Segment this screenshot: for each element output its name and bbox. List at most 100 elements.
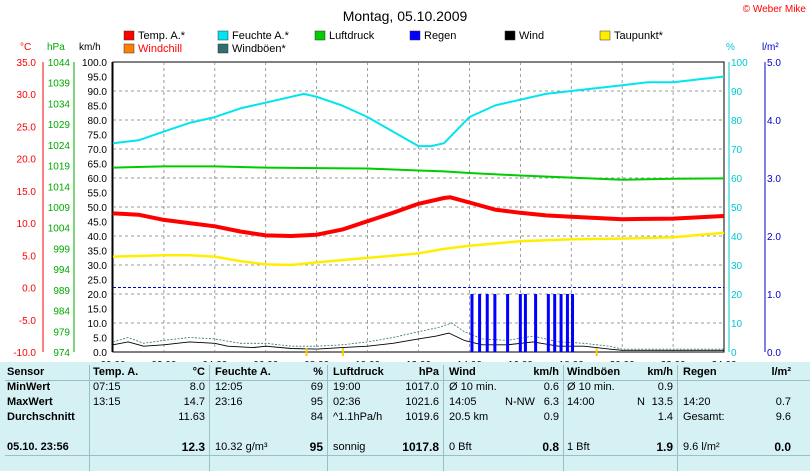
wind-max-value: 6.3 xyxy=(543,396,559,408)
chart-series xyxy=(112,75,725,352)
wind-unit: km/h xyxy=(533,366,559,378)
humidity-tick-label: 20 xyxy=(731,290,743,301)
pressure-axis-label: hPa xyxy=(47,42,65,53)
axis-lines xyxy=(42,62,766,352)
legend-label-2: Luftdruck xyxy=(329,30,375,42)
pressure-tick-label: 994 xyxy=(53,265,70,276)
time-markers: 11:2407:3609:0219:0119:02 xyxy=(305,348,598,356)
wind-max-direction: N-NW xyxy=(505,396,535,408)
humidity-avg-value: 84 xyxy=(310,411,323,423)
stats-col-sensor: Sensor MinWert MaxWert Durchschnitt 05.1… xyxy=(7,365,89,471)
rain-tick-label: 4.0 xyxy=(767,116,781,127)
stats-col-temp: Temp. A. °C 07:15 8.0 13:15 14.7 11.63 12.3 xyxy=(93,365,209,471)
series-taupunkt- xyxy=(112,231,725,267)
rain-bar xyxy=(565,294,569,352)
wind-avg-value: 0.9 xyxy=(543,411,559,423)
wind-distance: 20.5 km xyxy=(449,411,489,423)
rain-bar xyxy=(493,294,497,352)
temp-tick-label: 30.0 xyxy=(17,90,37,101)
pressure-tick-label: 984 xyxy=(53,307,70,318)
legend-label-5: Taupunkt* xyxy=(614,30,664,42)
temp-unit: °C xyxy=(192,366,205,378)
legend-label-4: Wind xyxy=(519,30,544,42)
rain-bar xyxy=(518,294,522,352)
series-wind xyxy=(112,332,724,351)
temp-tick-label: 15.0 xyxy=(17,187,37,198)
humidity-head: Feuchte A. xyxy=(215,366,271,378)
wind-tick-label: 25.0 xyxy=(88,276,108,287)
humidity-current-value: 95 xyxy=(309,440,323,454)
pressure-tick-label: 1029 xyxy=(48,120,71,131)
time-tick-label: 00:00 xyxy=(100,360,125,362)
rain-tick-label: 5.0 xyxy=(767,58,781,69)
temp-tick-label: 25.0 xyxy=(17,122,37,133)
time-tick-label: 04:00 xyxy=(202,360,227,362)
rain-max-time: 14:20 xyxy=(683,396,711,408)
rain-tick-label: 0.0 xyxy=(767,348,781,359)
rain-total-label: Gesamt: xyxy=(683,411,725,423)
wind-tick-label: 100.0 xyxy=(82,58,107,69)
wind-tick-label: 85.0 xyxy=(88,102,108,113)
temp-tick-label: 35.0 xyxy=(17,58,37,69)
humidity-tick-label: 60 xyxy=(731,174,743,185)
stats-current-label: 05.10. 23:56 xyxy=(7,441,69,453)
pressure-min-value: 1017.0 xyxy=(405,381,439,393)
stats-col-humidity: Feuchte A.% 12:05 69 23:16 95 84 10.32 g/m… xyxy=(215,365,327,471)
pressure-unit: hPa xyxy=(418,366,439,378)
pressure-min-time: 19:00 xyxy=(333,381,361,393)
rain-bar xyxy=(553,294,557,352)
time-tick-label: 12:00 xyxy=(406,360,431,362)
humidity-tick-label: 100 xyxy=(731,58,748,69)
pressure-forecast: sonnig xyxy=(333,441,366,453)
pressure-tick-label: 1024 xyxy=(48,141,71,152)
humidity-tick-label: 10 xyxy=(731,319,743,330)
weather-chart: Montag, 05.10.2009 © Weber Mike Temp. A.… xyxy=(13,4,806,362)
axis-ticks: 35.0 30.0 25.0 20.0 15.0 10.0 5.0 0.0 -5.0 -10.0 1… xyxy=(13,58,781,362)
legend-swatch-3 xyxy=(409,30,421,41)
stats-col-gusts: Windböen km/h Ø 10 min. 0.9 14:00 N 13.5 1.4… xyxy=(567,365,677,471)
temp-head: Temp. A. xyxy=(93,366,139,378)
legend-label-7: Windböen* xyxy=(232,43,287,55)
temp-tick-label: 0.0 xyxy=(22,284,36,295)
time-tick-label: 10:00 xyxy=(355,360,380,362)
temp-axis-label: °C xyxy=(20,42,31,53)
pressure-max-value: 1021.6 xyxy=(405,396,439,408)
series-luftdruck xyxy=(112,165,725,181)
temp-current-value: 12.3 xyxy=(181,440,205,454)
temp-tick-label: 10.0 xyxy=(17,219,37,230)
gusts-current-value: 1.9 xyxy=(656,440,673,454)
time-tick-label: 06:00 xyxy=(253,360,278,362)
humidity-tick-label: 40 xyxy=(731,232,743,243)
time-tick-label: 14:00 xyxy=(457,360,482,362)
wind-avg10-label: Ø 10 min. xyxy=(449,381,497,393)
rain-bar xyxy=(470,294,474,352)
wind-tick-label: 90.0 xyxy=(88,87,108,98)
rain-bar xyxy=(485,294,489,352)
humidity-tick-label: 80 xyxy=(731,116,743,127)
temp-avg-value: 11.63 xyxy=(178,411,205,423)
gusts-max-time: 14:00 xyxy=(567,396,595,408)
pressure-tick-label: 1014 xyxy=(48,182,71,193)
time-tick-label: 20:00 xyxy=(610,360,635,362)
wind-tick-label: 55.0 xyxy=(88,189,108,200)
time-tick-label: 22:00 xyxy=(661,360,686,362)
pressure-tick-label: 1039 xyxy=(48,79,71,90)
wind-current-value: 0.8 xyxy=(542,440,559,454)
pressure-avg-value: 1019.6 xyxy=(405,411,439,423)
wind-tick-label: 60.0 xyxy=(88,174,108,185)
rain-total-value: 9.6 xyxy=(775,411,791,423)
wind-max-time: 14:05 xyxy=(449,396,477,408)
temp-max-value: 14.7 xyxy=(183,396,205,408)
wind-tick-label: 5.0 xyxy=(93,334,107,345)
temp-min-time: 07:15 xyxy=(93,381,121,393)
wind-tick-label: 70.0 xyxy=(88,145,108,156)
stats-header-divider xyxy=(5,380,810,381)
pressure-tick-label: 1044 xyxy=(48,58,71,69)
humidity-tick-label: 30 xyxy=(731,261,743,272)
legend-swatch-2 xyxy=(314,30,326,41)
stats-panel: Sensor MinWert MaxWert Durchschnitt 05.1… xyxy=(0,362,810,471)
series-windb-en- xyxy=(112,322,724,350)
stats-col-rain: Regen l/m² 14:20 0.7 Gesamt: 9.6 9.6 l/m² 0.… xyxy=(683,365,795,471)
rain-bar xyxy=(571,294,575,352)
temp-tick-label: 20.0 xyxy=(17,155,37,166)
